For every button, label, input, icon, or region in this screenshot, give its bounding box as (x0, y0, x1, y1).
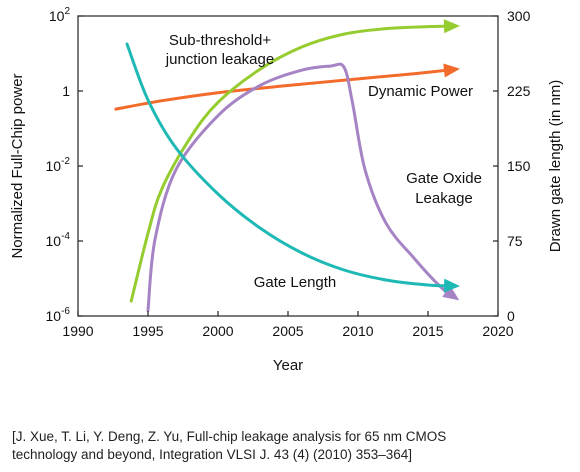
right-tick-label: 300 (507, 8, 531, 24)
x-axis-title: Year (273, 357, 303, 374)
left-tick-exponent: -6 (61, 306, 70, 317)
left-tick-base: 1 (62, 83, 70, 99)
series-line (129, 24, 458, 303)
x-tick-label: 2015 (412, 323, 443, 339)
series-arrowhead (443, 63, 460, 78)
x-tick-label: 2005 (272, 323, 303, 339)
left-tick-label: 10-6 (46, 306, 71, 324)
series-arrowhead (442, 285, 460, 301)
x-tick-label: 1995 (132, 323, 163, 339)
annotation-line: Gate Length (254, 274, 337, 291)
left-tick-label: 1 (62, 83, 70, 99)
left-tick-exponent: -2 (61, 156, 70, 167)
left-y-axis-title: Normalized Full-Chip power (9, 73, 26, 258)
annotation-layer: Sub-threshold+ junction leakage Dynamic Po… (165, 32, 482, 291)
leakage-chart: 1990 1995 2000 2005 2010 2015 2020102110-210-4… (9, 6, 564, 374)
citation-line-2: technology and beyond, Integration VLSI … (12, 447, 413, 462)
series-gate-oxide-leakage (146, 62, 460, 312)
left-tick-base: 10 (49, 8, 65, 24)
annotation-line: Leakage (415, 190, 473, 207)
annotation-label: Gate Oxide Leakage (406, 170, 482, 207)
series-layer (114, 19, 460, 312)
left-tick-label: 10-2 (46, 156, 71, 174)
annotation-label: Gate Length (254, 274, 337, 291)
series-line (146, 62, 458, 312)
annotation-line: Gate Oxide (406, 170, 482, 187)
left-tick-label: 10-4 (46, 231, 71, 249)
series-line (125, 42, 458, 288)
annotation-label: Sub-threshold+ junction leakage (165, 32, 274, 68)
left-tick-label: 102 (49, 6, 71, 24)
series-gate-length (125, 42, 460, 293)
x-tick-label: 2020 (482, 323, 513, 339)
right-y-axis-title: Drawn gate length (in nm) (547, 80, 564, 253)
series-line (114, 67, 458, 111)
right-tick-label: 0 (507, 308, 515, 324)
citation: [J. Xue, T. Li, Y. Deng, Z. Yu, Full-chi… (12, 428, 572, 464)
left-tick-base: 10 (46, 233, 62, 249)
citation-line-1: [J. Xue, T. Li, Y. Deng, Z. Yu, Full-chi… (12, 429, 447, 444)
annotation-line: Sub-threshold+ (169, 32, 271, 49)
left-tick-base: 10 (46, 158, 62, 174)
left-tick-exponent: -4 (61, 231, 70, 242)
annotation-label: Dynamic Power (368, 83, 473, 100)
x-tick-label: 1990 (62, 323, 93, 339)
right-tick-label: 150 (507, 158, 531, 174)
plot-frame (77, 15, 499, 317)
tick-layer: 1990 1995 2000 2005 2010 2015 2020102110-210-4… (46, 6, 531, 339)
right-tick-label: 75 (507, 233, 523, 249)
x-tick-label: 2000 (202, 323, 233, 339)
annotation-line: Dynamic Power (368, 83, 473, 100)
annotation-line: junction leakage (165, 51, 274, 68)
left-tick-base: 10 (46, 308, 62, 324)
left-tick-exponent: 2 (64, 6, 70, 17)
series-arrowhead (443, 278, 460, 293)
series-sub-threshold-junction-leakage (129, 19, 460, 303)
right-tick-label: 225 (507, 83, 531, 99)
x-tick-label: 2010 (342, 323, 373, 339)
series-dynamic-power (114, 63, 460, 111)
series-arrowhead (443, 19, 460, 34)
